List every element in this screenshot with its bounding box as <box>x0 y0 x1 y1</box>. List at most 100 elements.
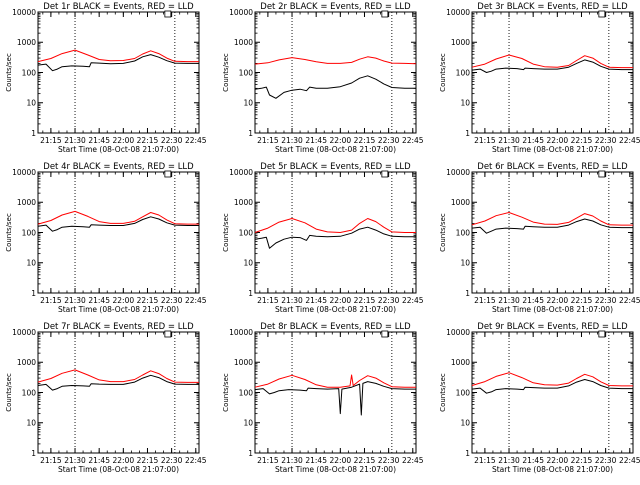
x-tick-label: 21:45 <box>522 456 544 465</box>
x-tick-label: 22:15 <box>137 456 159 465</box>
y-tick-label: 1000 <box>17 358 36 367</box>
x-tick-label: 22:45 <box>402 296 424 305</box>
series-line-lld <box>254 374 416 388</box>
y-tick-label: 1000 <box>234 358 253 367</box>
x-tick-label: 22:45 <box>185 136 207 145</box>
y-axis-label: Counts/sec <box>222 213 230 252</box>
x-tick-label: 22:30 <box>378 296 400 305</box>
y-tick-label: 10000 <box>229 8 253 17</box>
x-axis-label: Start Time (08-Oct-08 21:07:00) <box>275 465 396 474</box>
x-tick-label: 22:00 <box>330 296 352 305</box>
chart-title: Det 3r BLACK = Events, RED = LLD <box>477 2 628 12</box>
chart-panel-4: Det 4r BLACK = Events, RED = LLD 1 10 100 10… <box>5 162 207 314</box>
x-axis-label: Start Time (08-Oct-08 21:07:00) <box>275 145 396 154</box>
y-tick-label: 10000 <box>229 168 253 177</box>
marker-square <box>381 170 389 178</box>
y-tick-label: 1000 <box>17 38 36 47</box>
y-tick-label: 10 <box>243 419 253 428</box>
y-tick-label: 10000 <box>12 328 36 337</box>
x-tick-label: 21:45 <box>305 136 327 145</box>
y-axis-label: Counts/sec <box>5 213 13 252</box>
marker-square <box>164 10 172 18</box>
x-tick-label: 22:45 <box>185 456 207 465</box>
marker-square <box>598 10 606 18</box>
y-tick-label: 100 <box>22 388 37 397</box>
y-tick-label: 1000 <box>451 38 470 47</box>
series-line-events <box>37 54 199 72</box>
x-tick-label: 21:30 <box>498 136 520 145</box>
x-tick-label: 21:15 <box>40 456 62 465</box>
x-tick-label: 21:15 <box>257 456 279 465</box>
series-line-events <box>471 59 633 73</box>
series-line-lld <box>37 210 199 225</box>
x-tick-label: 22:00 <box>547 296 569 305</box>
x-tick-label: 22:30 <box>595 136 617 145</box>
x-tick-label: 21:45 <box>305 296 327 305</box>
series-line-lld <box>254 56 417 65</box>
y-tick-label: 10 <box>460 99 470 108</box>
series-line-events <box>37 374 199 391</box>
y-tick-label: 1 <box>248 129 253 138</box>
chart-title: Det 9r BLACK = Events, RED = LLD <box>477 322 628 332</box>
x-tick-label: 21:30 <box>498 296 520 305</box>
y-tick-label: 100 <box>239 228 254 237</box>
y-tick-label: 10000 <box>229 328 253 337</box>
marker-square <box>598 170 606 178</box>
x-tick-label: 21:30 <box>281 296 303 305</box>
y-tick-label: 10 <box>243 259 253 268</box>
chart-panel-7: Det 7r BLACK = Events, RED = LLD 1 10 100 10… <box>5 322 207 474</box>
y-tick-label: 100 <box>22 68 37 77</box>
y-tick-label: 100 <box>239 388 254 397</box>
y-tick-label: 1 <box>465 129 470 138</box>
x-tick-label: 21:15 <box>257 136 279 145</box>
y-tick-label: 100 <box>22 228 37 237</box>
x-axis-label: Start Time (08-Oct-08 21:07:00) <box>492 465 613 474</box>
x-tick-label: 22:15 <box>137 296 159 305</box>
y-axis-label: Counts/sec <box>5 53 13 92</box>
y-tick-label: 1000 <box>234 38 253 47</box>
series-line-events <box>254 75 416 99</box>
chart-title: Det 8r BLACK = Events, RED = LLD <box>260 322 411 332</box>
y-axis-label: Counts/sec <box>222 373 230 412</box>
series-line-lld <box>254 218 416 233</box>
series-line-lld <box>471 372 633 387</box>
chart-panel-5: Det 5r BLACK = Events, RED = LLD 1 10 100 10… <box>222 162 424 314</box>
chart-title: Det 5r BLACK = Events, RED = LLD <box>260 162 411 172</box>
series-line-events <box>471 379 633 394</box>
x-tick-label: 22:00 <box>113 456 135 465</box>
y-tick-label: 100 <box>456 68 471 77</box>
y-tick-label: 100 <box>456 228 471 237</box>
x-tick-label: 22:15 <box>571 456 593 465</box>
x-axis-label: Start Time (08-Oct-08 21:07:00) <box>58 465 179 474</box>
x-tick-label: 21:45 <box>88 296 110 305</box>
x-tick-label: 21:45 <box>305 456 327 465</box>
x-tick-label: 21:30 <box>281 456 303 465</box>
y-tick-label: 10000 <box>446 168 470 177</box>
x-tick-label: 22:00 <box>330 456 352 465</box>
x-tick-label: 22:45 <box>619 456 640 465</box>
y-tick-label: 10000 <box>446 328 470 337</box>
y-axis-label: Counts/sec <box>439 213 447 252</box>
x-tick-label: 22:15 <box>354 296 376 305</box>
x-tick-label: 21:45 <box>88 456 110 465</box>
x-tick-label: 22:00 <box>113 296 135 305</box>
x-tick-label: 21:15 <box>40 136 62 145</box>
series-line-lld <box>471 54 633 69</box>
x-tick-label: 22:00 <box>330 136 352 145</box>
x-tick-label: 22:30 <box>595 456 617 465</box>
chart-panel-3: Det 3r BLACK = Events, RED = LLD 1 10 100 10… <box>439 2 640 154</box>
y-tick-label: 10 <box>26 419 36 428</box>
x-axis-label: Start Time (08-Oct-08 21:07:00) <box>58 145 179 154</box>
x-tick-label: 22:15 <box>571 296 593 305</box>
x-tick-label: 22:45 <box>185 296 207 305</box>
y-tick-label: 10 <box>243 99 253 108</box>
x-tick-label: 22:15 <box>354 456 376 465</box>
y-tick-label: 1 <box>31 129 36 138</box>
x-tick-label: 22:30 <box>161 136 183 145</box>
x-tick-label: 21:30 <box>64 136 86 145</box>
x-tick-label: 21:15 <box>257 296 279 305</box>
series-line-events <box>254 226 416 249</box>
x-tick-label: 22:00 <box>113 136 135 145</box>
x-tick-label: 21:15 <box>40 296 62 305</box>
